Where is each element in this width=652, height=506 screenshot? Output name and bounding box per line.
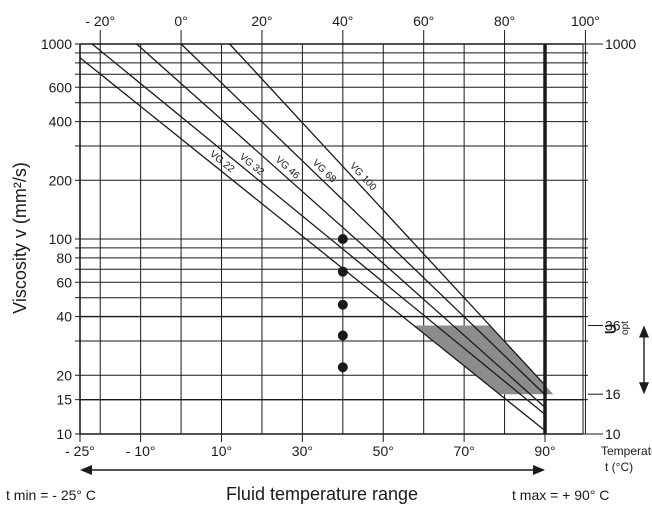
range-arrow-left-head	[80, 465, 92, 475]
x-tick-label-bottom: 50°	[373, 443, 394, 459]
series-line-vg-32	[91, 43, 546, 415]
v-opt-subscript: opt	[620, 321, 631, 335]
y-tick-label-left: 15	[56, 392, 72, 408]
y-tick-label-right: 16	[605, 386, 621, 402]
temperature-unit: t (°C)	[605, 460, 633, 474]
tick-labels: 10006004002001008060402015101000361610- …	[41, 13, 637, 459]
series-line-vg-68	[180, 43, 546, 396]
y-tick-label-left: 40	[56, 309, 72, 325]
series-line-vg-22	[79, 57, 546, 432]
optimum-viscosity-band	[413, 325, 554, 395]
data-point-vg-100	[337, 234, 348, 244]
y-tick-label-left: 1000	[41, 36, 72, 52]
x-tick-label-top: 60°	[413, 13, 434, 29]
x-tick-label-bottom: 30°	[292, 443, 313, 459]
data-point-vg-22	[337, 362, 348, 373]
frame	[75, 43, 588, 435]
x-tick-label-top: - 20°	[85, 13, 115, 29]
data-point-vg-32	[337, 330, 348, 341]
range-arrow-right-head	[533, 465, 545, 475]
x-tick-label-bottom: - 10°	[126, 443, 156, 459]
y-tick-label-left: 60	[56, 274, 72, 290]
x-axis-label: Fluid temperature range	[226, 484, 418, 504]
y-tick-label-left: 200	[49, 172, 73, 188]
y-tick-label-left: 80	[56, 250, 72, 266]
y-tick-label-right: 36	[605, 318, 621, 334]
temperature-label: Temperature	[601, 444, 652, 458]
y-tick-label-left: 10	[56, 426, 72, 442]
y-tick-label-right: 10	[605, 426, 621, 442]
t-min-label: t min = - 25° C	[6, 487, 96, 503]
x-tick-label-bottom: 70°	[454, 443, 475, 459]
v-opt-arrow-top-head	[639, 325, 649, 338]
data-point-vg-46	[337, 299, 348, 310]
y-tick-label-left: 400	[49, 114, 73, 130]
y-axis-label: Viscosity v (mm²/s)	[10, 162, 30, 314]
y-tick-label-right: 1000	[605, 36, 636, 52]
v-opt-arrow	[639, 325, 649, 395]
x-tick-label-top: 100°	[571, 13, 600, 29]
x-tick-label-top: 0°	[174, 13, 187, 29]
x-tick-label-bottom: 90°	[534, 443, 555, 459]
y-tick-label-left: 600	[49, 79, 73, 95]
x-tick-label-bottom: 10°	[211, 443, 232, 459]
x-tick-label-top: 40°	[332, 13, 353, 29]
grid	[80, 43, 586, 435]
x-tick-label-top: 20°	[251, 13, 272, 29]
v-opt-symbol: υ	[599, 324, 621, 335]
optimum-band-area	[413, 325, 554, 395]
fluid-temperature-range-arrow	[80, 465, 545, 475]
series-line-vg-100	[229, 43, 546, 386]
x-tick-label-bottom: - 25°	[65, 443, 95, 459]
t-max-label: t max = + 90° C	[512, 487, 609, 503]
v-opt-arrow-bottom-head	[639, 382, 649, 395]
series-line-vg-46	[136, 43, 546, 408]
y-tick-label-left: 20	[56, 367, 72, 383]
data-point-vg-68	[337, 266, 348, 277]
x-tick-label-top: 80°	[494, 13, 515, 29]
y-tick-label-left: 100	[49, 231, 73, 247]
